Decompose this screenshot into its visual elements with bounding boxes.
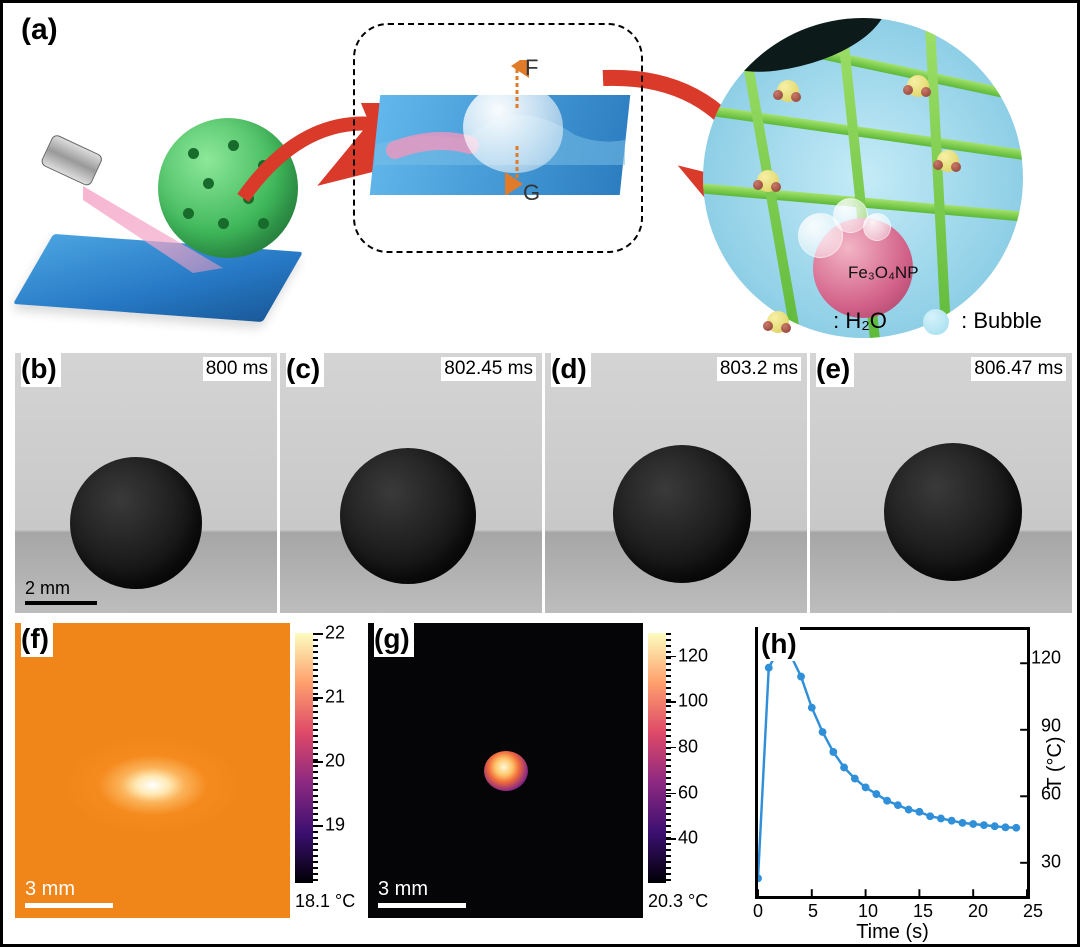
colorbar-tick: 20 <box>325 751 345 772</box>
panel-f: (f) 3 mm <box>15 623 290 918</box>
panel-g-label: (g) <box>374 623 414 657</box>
panel-g: (g) 3 mm <box>368 623 643 918</box>
legend-bubble-text: : Bubble <box>961 308 1042 333</box>
colorbar-tick: 60 <box>678 782 698 803</box>
colorbar-tick: 21 <box>325 687 345 708</box>
colorbar-g: 40 60 80 100 120 20.3 °C <box>648 623 708 918</box>
colorbar-f-min: 18.1 °C <box>295 891 355 912</box>
droplet-photo <box>884 443 1022 581</box>
legend-h2o: : H₂O <box>763 308 887 335</box>
colorbar-tick: 100 <box>678 691 708 712</box>
x-tick: 15 <box>913 901 933 922</box>
droplet-photo <box>340 448 476 584</box>
droplet-photo <box>613 445 751 583</box>
colorbar-tick: 19 <box>325 815 345 836</box>
row-f-to-h: (f) 3 mm 19 20 21 22 18.1 °C (g) 3 mm 40 60 8… <box>3 623 1080 943</box>
y-tick: 120 <box>1031 648 1061 669</box>
line-chart <box>758 630 1027 896</box>
panel-h-label: (h) <box>758 627 800 661</box>
zoom-microstructure <box>703 18 1023 338</box>
x-tick: 5 <box>808 901 818 922</box>
x-tick: 0 <box>753 901 763 922</box>
thermal-image-f <box>15 623 290 918</box>
panel-b: (b) 800 ms 2 mm <box>15 353 277 613</box>
panel-c-label: (c) <box>286 353 324 387</box>
figure-root: (a) <box>0 0 1080 947</box>
force-g-label: G <box>523 180 540 206</box>
scalebar-f: 3 mm <box>25 878 113 908</box>
colorbar-g-min: 20.3 °C <box>648 891 708 912</box>
inset-crosssection: F G <box>353 23 643 253</box>
panel-d-label: (d) <box>551 353 591 387</box>
panel-c-time: 802.45 ms <box>441 357 536 381</box>
scalebar-g: 3 mm <box>378 878 466 908</box>
legend-h2o-text: : H₂O <box>833 308 887 333</box>
panel-b-time: 800 ms <box>203 357 271 381</box>
droplet-photo <box>70 457 202 589</box>
colorbar-tick: 80 <box>678 736 698 757</box>
x-axis-label: Time (s) <box>758 921 1027 944</box>
y-tick: 30 <box>1041 852 1061 873</box>
colorbar-tick: 22 <box>325 623 345 644</box>
panel-a-label: (a) <box>21 13 58 47</box>
x-tick: 25 <box>1023 901 1043 922</box>
y-tick: 90 <box>1041 716 1061 737</box>
panel-e-label: (e) <box>816 353 854 387</box>
thermal-image-g <box>368 623 643 918</box>
y-axis-label: T (°C) <box>1044 736 1067 789</box>
bubble-icon <box>923 309 949 335</box>
colorbar-f: 19 20 21 22 18.1 °C <box>295 623 355 918</box>
colorbar-tick: 120 <box>678 645 708 666</box>
panel-e: (e) 806.47 ms <box>810 353 1072 613</box>
row-b-to-e: (b) 800 ms 2 mm (c) 802.45 ms (d) 803.2 ms (e) 8… <box>3 353 1080 613</box>
panel-b-label: (b) <box>21 353 61 387</box>
scalebar-2mm: 2 mm <box>25 578 97 605</box>
colorbar-tick: 40 <box>678 828 698 849</box>
panel-d-time: 803.2 ms <box>717 357 801 381</box>
panel-c: (c) 802.45 ms <box>280 353 542 613</box>
panel-e-time: 806.47 ms <box>971 357 1066 381</box>
plot-area: 0510152025 306090120 Time (s) T (°C) <box>755 627 1030 899</box>
panel-a: (a) <box>3 3 1080 348</box>
force-f-label: F <box>525 55 538 81</box>
panel-h: (h) 0510152025 306090120 Time (s) T (°C) <box>725 623 1075 923</box>
x-tick: 20 <box>968 901 988 922</box>
fe3o4-caption: Fe₃O₄NP <box>848 263 919 283</box>
panel-d: (d) 803.2 ms <box>545 353 807 613</box>
x-tick: 10 <box>858 901 878 922</box>
panel-f-label: (f) <box>21 623 53 657</box>
legend-bubble: : Bubble <box>923 308 1042 335</box>
